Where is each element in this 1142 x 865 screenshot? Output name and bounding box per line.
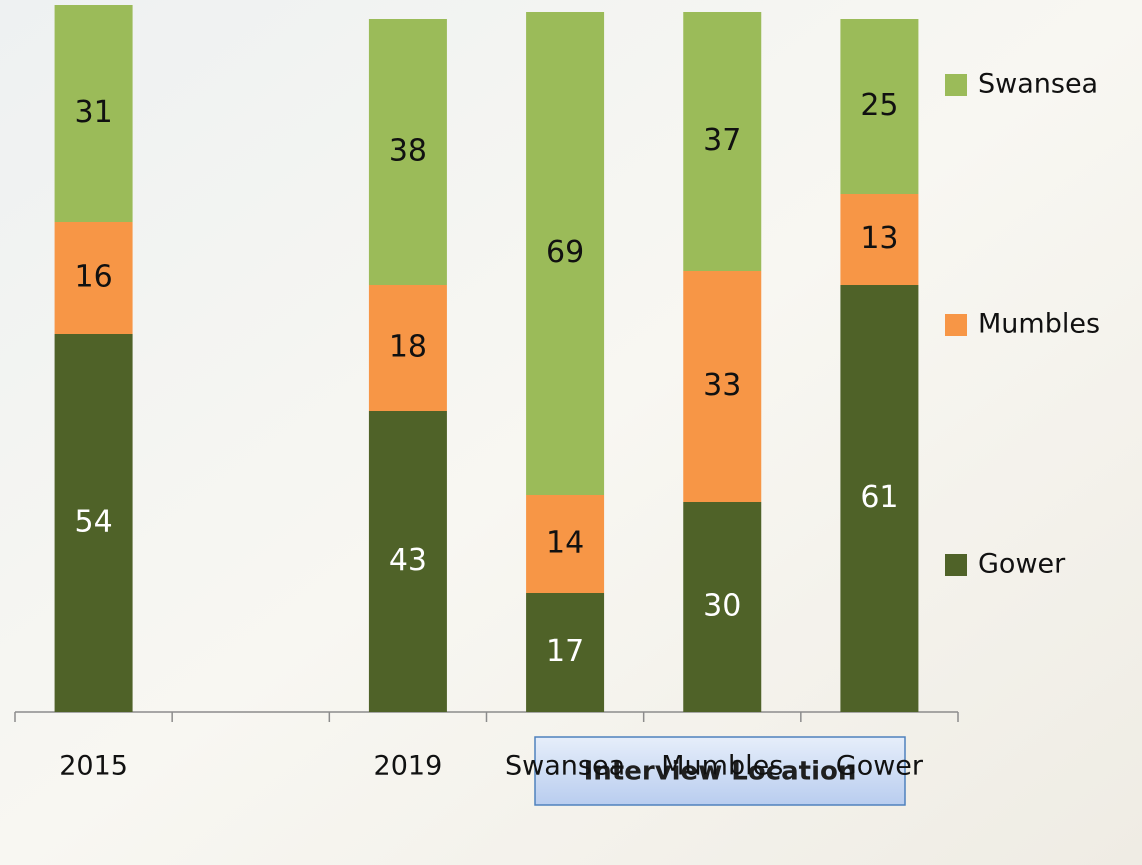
bar-segment (54, 334, 133, 712)
x-tick-label: Mumbles (661, 751, 783, 782)
bar-segment (54, 5, 133, 222)
legend-label: Swansea (978, 69, 1098, 100)
bar-segment (683, 271, 762, 502)
data-label: 30 (703, 589, 741, 624)
data-label: 37 (703, 123, 741, 158)
legend-label: Mumbles (978, 309, 1100, 340)
data-label: 33 (703, 368, 741, 403)
data-label: 17 (546, 634, 584, 669)
data-label: 25 (860, 88, 898, 123)
legend-swatch (945, 74, 967, 96)
bar-segment (840, 285, 919, 712)
legend-label: Gower (978, 549, 1066, 580)
data-label: 18 (389, 330, 427, 365)
data-label: 16 (74, 260, 112, 295)
legend-swatch (945, 314, 967, 336)
bar-segment (526, 495, 605, 593)
x-tick-label: 2015 (59, 751, 128, 782)
x-tick-label: Swansea (505, 751, 625, 782)
legend-swatch (945, 554, 967, 576)
bar-segment (683, 502, 762, 712)
bar-segment (368, 411, 447, 712)
bar-segment (368, 19, 447, 285)
bar-segment (54, 222, 133, 334)
x-tick-label: Gower (836, 751, 924, 782)
bar-segment (840, 194, 919, 285)
data-label: 69 (546, 235, 584, 270)
data-label: 31 (74, 95, 112, 130)
data-label: 54 (74, 505, 112, 540)
data-label: 38 (389, 134, 427, 169)
bar-segment (526, 593, 605, 712)
data-label: 43 (389, 543, 427, 578)
bar-segment (840, 19, 919, 194)
data-label: 14 (546, 526, 584, 561)
x-tick-label: 2019 (374, 751, 443, 782)
data-label: 61 (860, 480, 898, 515)
bar-segment (683, 12, 762, 271)
bar-segment (526, 12, 605, 495)
data-label: 13 (860, 221, 898, 256)
annotation: Interview Location (584, 757, 857, 787)
annotation-box (534, 736, 906, 806)
bar-segment (368, 285, 447, 411)
